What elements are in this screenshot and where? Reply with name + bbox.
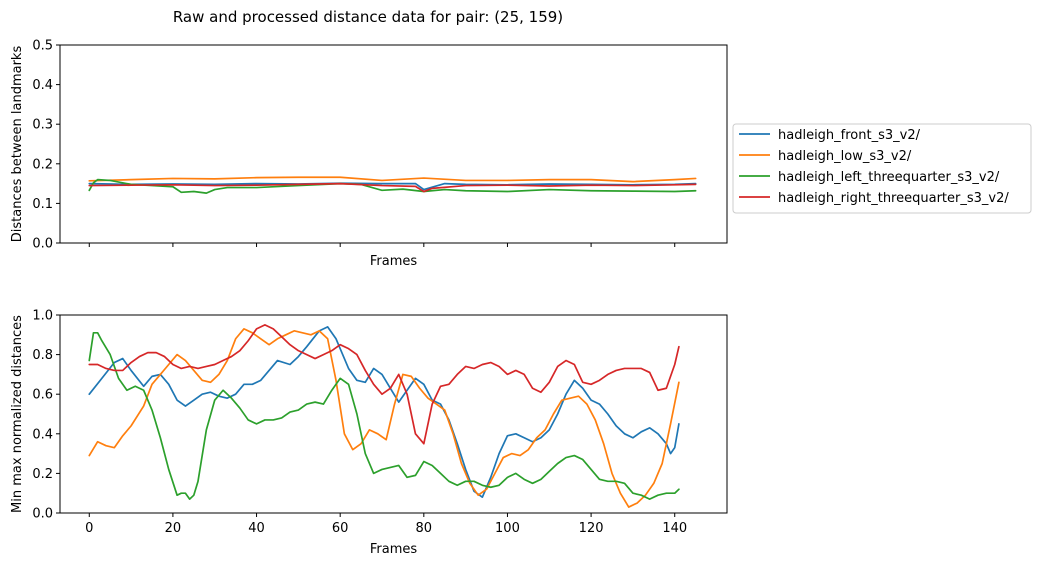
legend-label-0: hadleigh_front_s3_v2/	[778, 128, 921, 143]
normalized-series-line-1	[88, 328, 680, 508]
raw-axis-ticks: 0.0 0.1 0.2 0.3 0.4 0.5	[32, 39, 676, 252]
figure-title: Raw and processed distance data for pair…	[173, 8, 563, 26]
normalized-y-tick-label: 1.0	[32, 309, 53, 324]
raw-y-tick-label: 0.5	[32, 39, 53, 54]
legend: hadleigh_front_s3_v2/hadleigh_low_s3_v2/…	[732, 123, 1032, 214]
normalized-x-tick-label: 120	[579, 521, 604, 536]
raw-series-line-3	[88, 182, 697, 193]
normalized-y-tick-label: 0.8	[32, 348, 53, 363]
raw-y-axis-label: Distances between landmarks	[10, 46, 25, 243]
legend-label-3: hadleigh_right_threequarter_s3_v2/	[778, 191, 1009, 206]
normalized-plot-frame	[59, 314, 728, 514]
raw-y-tick-label: 0.2	[32, 157, 53, 172]
normalized-series-line-3	[88, 324, 680, 445]
raw-y-tick-label: 0.3	[32, 118, 53, 133]
normalized-y-axis-label: Min max normalized distances	[10, 315, 25, 513]
normalized-axis-ticks: 0.0 0.2 0.4 0.6 0.8 1.0 0 20 40 60 80 100 120 140	[32, 309, 687, 537]
normalized-x-tick-label: 60	[332, 521, 349, 536]
normalized-x-tick-label: 0	[85, 521, 93, 536]
raw-x-axis-label: Frames	[370, 254, 418, 269]
normalized-x-tick-label: 140	[662, 521, 687, 536]
subplot-normalized-distances: 0.0 0.2 0.4 0.6 0.8 1.0 0 20 40 60 80 100 120 140 Fra…	[10, 309, 728, 557]
normalized-x-axis-label: Frames	[370, 542, 418, 557]
normalized-x-tick-label: 100	[495, 521, 520, 536]
normalized-x-tick-label: 80	[416, 521, 433, 536]
raw-series-line-1	[88, 176, 697, 183]
normalized-y-tick-label: 0.2	[32, 467, 53, 482]
normalized-x-tick-label: 20	[165, 521, 182, 536]
raw-plot-frame	[59, 44, 728, 244]
raw-y-tick-label: 0.1	[32, 197, 53, 212]
normalized-x-tick-label: 40	[248, 521, 265, 536]
legend-label-1: hadleigh_low_s3_v2/	[778, 149, 912, 164]
legend-label-2: hadleigh_left_threequarter_s3_v2/	[778, 170, 1000, 185]
subplot-raw-distances: 0.0 0.1 0.2 0.3 0.4 0.5 Frames Distances betw…	[10, 39, 728, 269]
raw-y-tick-label: 0.4	[32, 78, 53, 93]
normalized-series-line-0	[88, 326, 680, 499]
normalized-y-tick-label: 0.4	[32, 427, 53, 442]
normalized-y-tick-label: 0.6	[32, 388, 53, 403]
normalized-y-tick-label: 0.0	[32, 507, 53, 522]
raw-series-lines	[88, 176, 697, 194]
raw-y-tick-label: 0.0	[32, 237, 53, 252]
legend-box	[732, 123, 1032, 214]
normalized-series-lines	[88, 324, 680, 508]
normalized-series-line-2	[88, 331, 680, 500]
